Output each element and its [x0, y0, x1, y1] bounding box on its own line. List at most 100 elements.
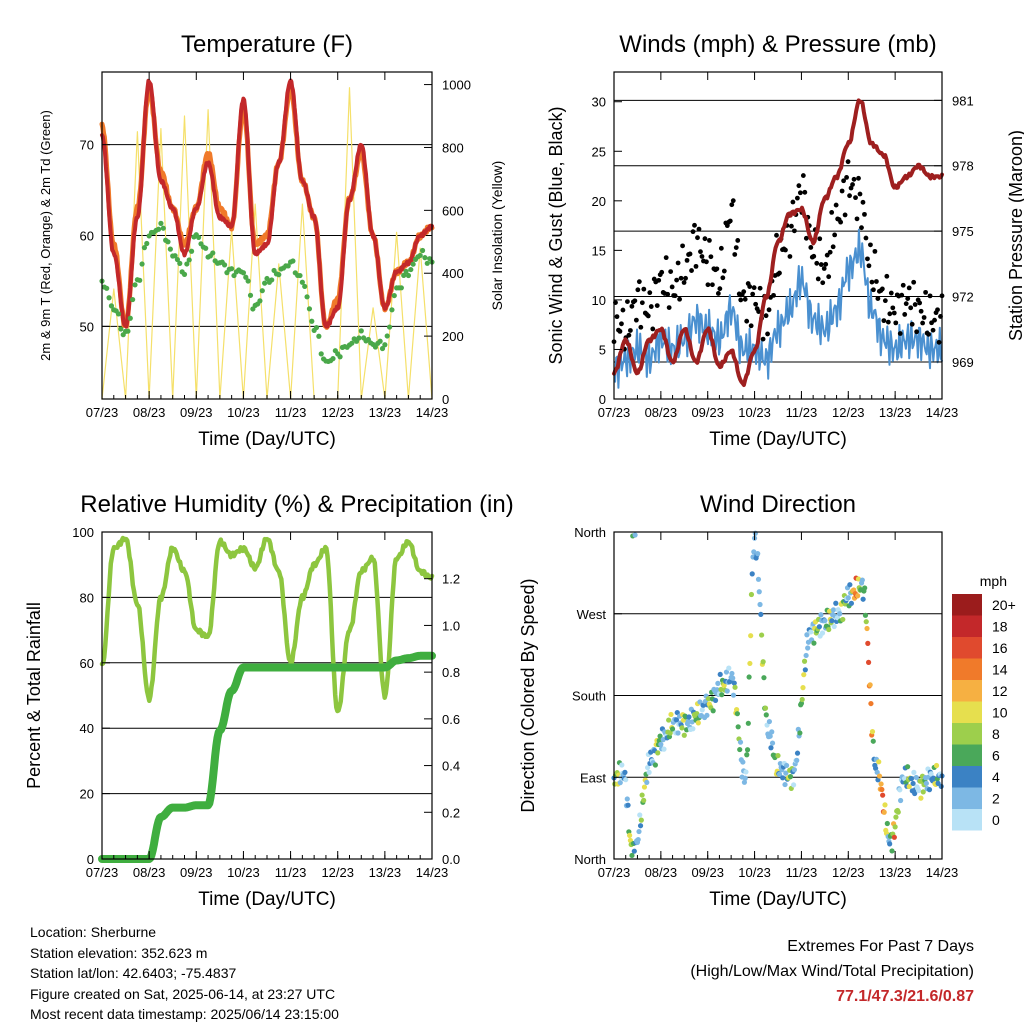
- direction-point: [742, 775, 748, 781]
- gust-point: [677, 296, 682, 302]
- gust-point: [628, 328, 633, 333]
- direction-point: [761, 675, 767, 681]
- dewpoint-point: [276, 272, 282, 278]
- gust-point: [871, 287, 876, 293]
- direction-point: [892, 824, 898, 830]
- direction-point: [802, 667, 808, 673]
- y-right-tick-label: 981: [952, 93, 974, 108]
- direction-point: [734, 711, 740, 717]
- direction-point: [928, 771, 934, 777]
- direction-point: [893, 814, 899, 820]
- direction-point: [762, 705, 769, 711]
- direction-point: [661, 746, 667, 752]
- direction-point: [743, 769, 749, 775]
- gust-point: [704, 259, 709, 265]
- direction-point: [870, 738, 876, 744]
- extremes-subtitle: (High/Low/Max Wind/Total Precipitation): [690, 963, 974, 980]
- y-tick-label: 30: [592, 95, 606, 110]
- direction-point: [755, 576, 762, 582]
- direction-point: [897, 787, 903, 793]
- legend-label: 6: [992, 748, 1000, 764]
- y-right-tick-label: 1000: [442, 78, 471, 93]
- dewpoint-point: [349, 340, 355, 346]
- gust-point: [856, 175, 861, 181]
- y-axis-label: Percent & Total Rainfall: [24, 602, 44, 789]
- y-tick-label: 0: [87, 852, 94, 867]
- gust-point: [927, 293, 933, 299]
- dewpoint-point: [210, 250, 216, 256]
- y-right-axis-label: Solar Insolation (Yellow): [489, 161, 505, 311]
- direction-point: [732, 684, 738, 690]
- direction-point: [887, 841, 893, 847]
- direction-point: [865, 659, 872, 665]
- gust-point: [699, 254, 705, 259]
- gust-point: [639, 300, 645, 306]
- gust-point: [905, 296, 911, 302]
- direction-point: [623, 777, 629, 783]
- gust-point: [774, 232, 779, 238]
- legend-title: mph: [980, 573, 1007, 589]
- direction-point: [686, 714, 692, 720]
- dewpoint-point: [408, 266, 414, 273]
- direction-point: [800, 684, 806, 691]
- dewpoint-point: [115, 311, 122, 317]
- gust-point: [847, 193, 852, 199]
- gust-point: [687, 251, 693, 257]
- direction-point: [776, 771, 783, 777]
- direction-point: [721, 682, 727, 689]
- dewpoint-point: [240, 270, 247, 276]
- direction-point: [910, 780, 916, 787]
- x-tick-label: 10/23: [738, 865, 771, 880]
- direction-point: [685, 718, 691, 725]
- y-tick-label: South: [572, 689, 606, 704]
- legend-label: 18: [992, 619, 1008, 635]
- direction-point: [669, 726, 676, 732]
- gust-point: [741, 289, 747, 295]
- gust-point: [629, 303, 635, 309]
- dewpoint-point: [130, 296, 136, 303]
- x-axis-label: Time (Day/UTC): [709, 889, 847, 910]
- gust-point: [875, 296, 881, 302]
- direction-point: [816, 624, 822, 630]
- gust-point: [936, 339, 942, 345]
- dewpoint-point: [318, 351, 324, 357]
- gust-point: [860, 199, 866, 205]
- legend-label: 2: [992, 791, 1000, 807]
- direction-point: [868, 700, 874, 707]
- direction-point: [787, 774, 794, 780]
- gust-point: [872, 248, 878, 254]
- gust-point: [882, 298, 888, 304]
- dewpoint-point: [106, 295, 112, 301]
- x-tick-label: 11/23: [786, 865, 818, 880]
- gust-point: [803, 235, 809, 241]
- direction-point: [760, 659, 766, 665]
- direction-point: [766, 718, 773, 725]
- direction-point: [808, 629, 814, 635]
- direction-point: [745, 720, 751, 726]
- gust-point: [869, 279, 875, 285]
- direction-point: [697, 699, 703, 705]
- direction-point: [679, 725, 685, 731]
- gust-point: [669, 284, 675, 290]
- gust-point: [696, 226, 702, 232]
- gust-point: [930, 327, 936, 333]
- y-tick-label: North: [574, 852, 606, 867]
- direction-point: [695, 720, 701, 726]
- gust-point: [906, 285, 912, 291]
- direction-point: [666, 717, 672, 723]
- dewpoint-point: [104, 285, 110, 291]
- gust-point: [751, 285, 757, 291]
- x-tick-label: 08/23: [645, 865, 678, 880]
- dewpoint-point: [422, 255, 428, 261]
- direction-point: [731, 680, 737, 686]
- gust-point: [729, 202, 735, 208]
- legend-swatch: [952, 766, 982, 788]
- gust-point: [666, 305, 672, 311]
- gust-point: [815, 276, 821, 282]
- dewpoint-point: [181, 271, 188, 277]
- x-tick-label: 12/23: [832, 405, 865, 420]
- y-tick-label: 20: [592, 194, 606, 209]
- dewpoint-point: [247, 292, 254, 298]
- gust-point: [909, 321, 915, 327]
- gust-point: [663, 255, 669, 261]
